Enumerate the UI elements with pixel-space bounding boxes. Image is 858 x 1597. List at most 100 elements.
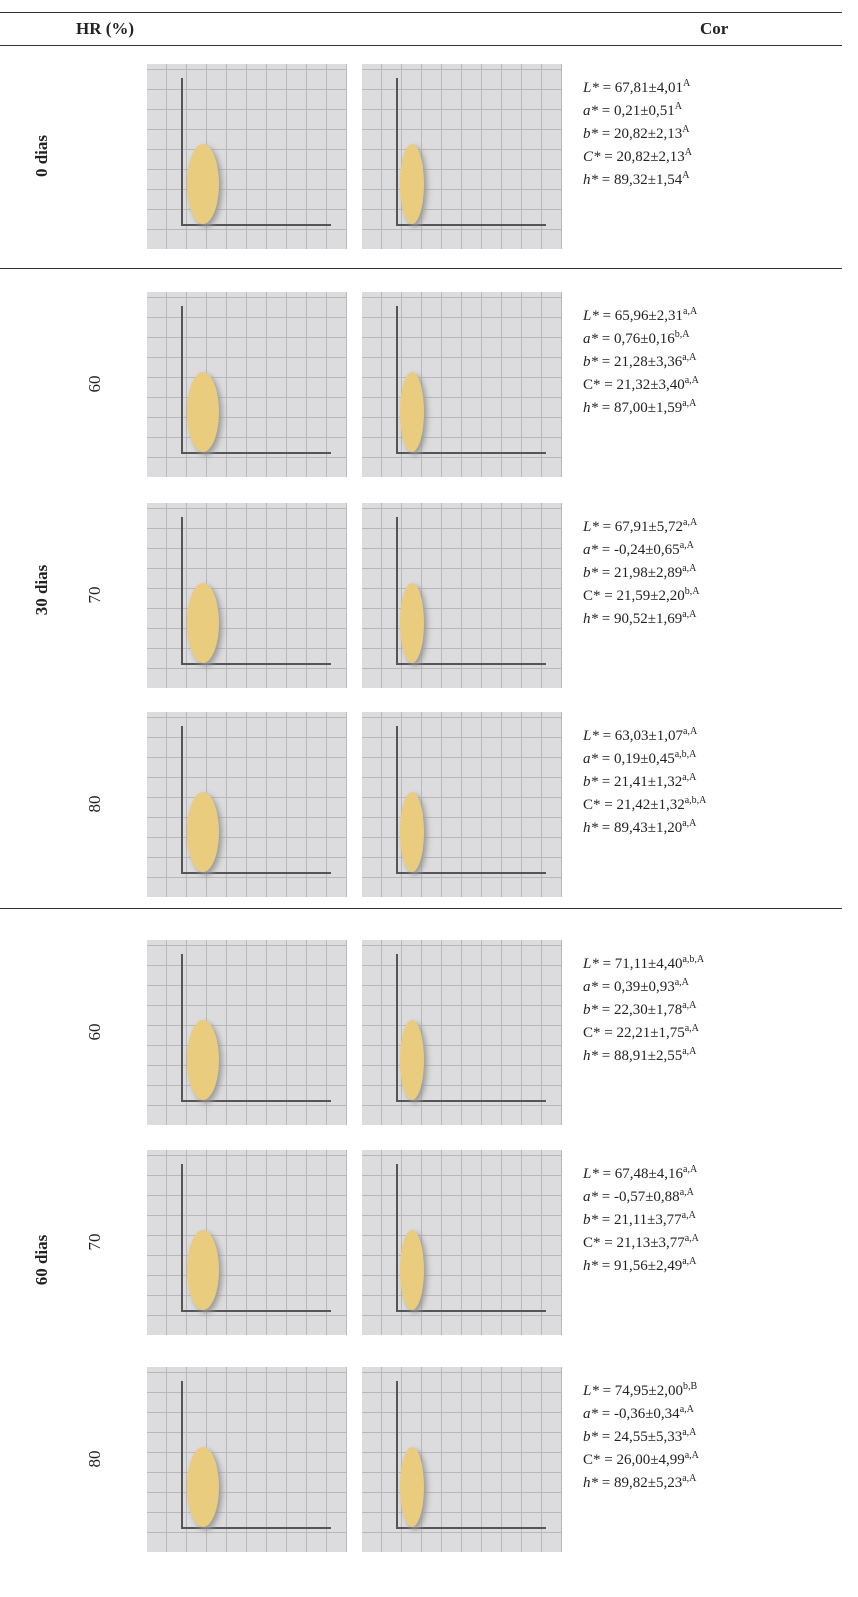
- value: = 24,55±5,33: [602, 1429, 682, 1445]
- hr-header: HR (%): [76, 19, 134, 39]
- axis: [396, 78, 398, 226]
- axis: [181, 1100, 331, 1102]
- axis: [181, 306, 183, 454]
- axis: [396, 1527, 546, 1529]
- superscript: a,A: [685, 375, 699, 386]
- color-line: L* = 74,95±2,00b,B: [583, 1381, 697, 1400]
- value: = 21,98±2,89: [602, 565, 682, 581]
- superscript: b,B: [683, 1381, 697, 1392]
- value: = 91,56±2,49: [602, 1258, 682, 1274]
- superscript: a,A: [682, 1473, 696, 1484]
- rule: [0, 908, 842, 909]
- variable: h*: [583, 1048, 598, 1064]
- color-line: b* = 20,82±2,13A: [583, 124, 689, 143]
- color-line: b* = 21,11±3,77a,A: [583, 1210, 696, 1229]
- value: = 65,96±2,31: [603, 308, 683, 324]
- variable: L*: [583, 956, 599, 972]
- color-line: a* = -0,24±0,65a,A: [583, 540, 694, 559]
- sample-photo: [362, 940, 562, 1125]
- color-line: h* = 91,56±2,49a,A: [583, 1256, 696, 1275]
- superscript: a,A: [683, 726, 697, 737]
- color-line: h* = 89,32±1,54A: [583, 170, 689, 189]
- hr-value: 80: [85, 1451, 105, 1468]
- sample-photo: [362, 712, 562, 897]
- axis: [181, 1381, 183, 1529]
- sample-photo: [147, 1150, 347, 1335]
- variable: h*: [583, 1258, 598, 1274]
- superscript: a,b,A: [675, 749, 697, 760]
- sample-photo: [147, 503, 347, 688]
- variable: L*: [583, 80, 599, 96]
- color-line: L* = 67,91±5,72a,A: [583, 517, 697, 536]
- value: = 89,43±1,20: [602, 820, 682, 836]
- axis: [396, 726, 398, 874]
- seed: [400, 1230, 424, 1310]
- superscript: a,A: [685, 1023, 699, 1034]
- color-line: L* = 63,03±1,07a,A: [583, 726, 697, 745]
- color-line: C* = 21,59±2,20b,A: [583, 586, 699, 605]
- value: = 20,82±2,13: [604, 149, 684, 165]
- superscript: a,A: [680, 1187, 694, 1198]
- sample-photo: [362, 292, 562, 477]
- superscript: a,A: [682, 398, 696, 409]
- variable: a*: [583, 542, 598, 558]
- superscript: a,A: [682, 818, 696, 829]
- axis: [396, 452, 546, 454]
- color-line: C* = 21,13±3,77a,A: [583, 1233, 699, 1252]
- variable: C*: [583, 1452, 601, 1468]
- sample-photo: [147, 292, 347, 477]
- variable: h*: [583, 400, 598, 416]
- superscript: a,A: [682, 609, 696, 620]
- axis: [181, 954, 183, 1102]
- superscript: a,A: [682, 1256, 696, 1267]
- color-line: h* = 87,00±1,59a,A: [583, 398, 696, 417]
- axis: [181, 224, 331, 226]
- value: = 21,13±3,77: [604, 1235, 684, 1251]
- superscript: A: [682, 170, 689, 181]
- axis: [396, 954, 398, 1102]
- axis: [181, 452, 331, 454]
- variable: a*: [583, 979, 598, 995]
- sample-photo: [147, 940, 347, 1125]
- value: = 22,21±1,75: [604, 1025, 684, 1041]
- value: = 21,42±1,32: [604, 797, 684, 813]
- value: = -0,57±0,88: [602, 1189, 680, 1205]
- color-line: L* = 67,81±4,01A: [583, 78, 690, 97]
- value: = 26,00±4,99: [604, 1452, 684, 1468]
- seed: [187, 1230, 219, 1310]
- variable: L*: [583, 519, 599, 535]
- variable: C*: [583, 797, 601, 813]
- color-line: h* = 88,91±2,55a,A: [583, 1046, 696, 1065]
- value: = 21,11±3,77: [602, 1212, 682, 1228]
- color-line: h* = 89,82±5,23a,A: [583, 1473, 696, 1492]
- value: = -0,24±0,65: [602, 542, 680, 558]
- value: = 63,03±1,07: [603, 728, 683, 744]
- seed: [400, 144, 424, 224]
- variable: h*: [583, 1475, 598, 1491]
- color-line: a* = 0,76±0,16b,A: [583, 329, 689, 348]
- variable: L*: [583, 728, 599, 744]
- sample-photo: [362, 64, 562, 249]
- value: = 89,82±5,23: [602, 1475, 682, 1491]
- seed: [400, 372, 424, 452]
- variable: a*: [583, 331, 598, 347]
- value: = 0,19±0,45: [602, 751, 675, 767]
- superscript: a,A: [680, 1404, 694, 1415]
- color-line: C* = 21,42±1,32a,b,A: [583, 795, 706, 814]
- axis: [181, 726, 183, 874]
- seed: [400, 1447, 424, 1527]
- seed: [400, 1020, 424, 1100]
- value: = 21,28±3,36: [602, 354, 682, 370]
- axis: [181, 517, 183, 665]
- axis: [396, 1100, 546, 1102]
- axis: [181, 1310, 331, 1312]
- variable: L*: [583, 1166, 599, 1182]
- rule: [0, 45, 842, 46]
- sample-photo: [362, 1150, 562, 1335]
- superscript: a,A: [683, 517, 697, 528]
- superscript: a,A: [682, 563, 696, 574]
- value: = 0,21±0,51: [602, 103, 675, 119]
- variable: b*: [583, 1212, 598, 1228]
- value: = -0,36±0,34: [602, 1406, 680, 1422]
- value: = 67,91±5,72: [603, 519, 683, 535]
